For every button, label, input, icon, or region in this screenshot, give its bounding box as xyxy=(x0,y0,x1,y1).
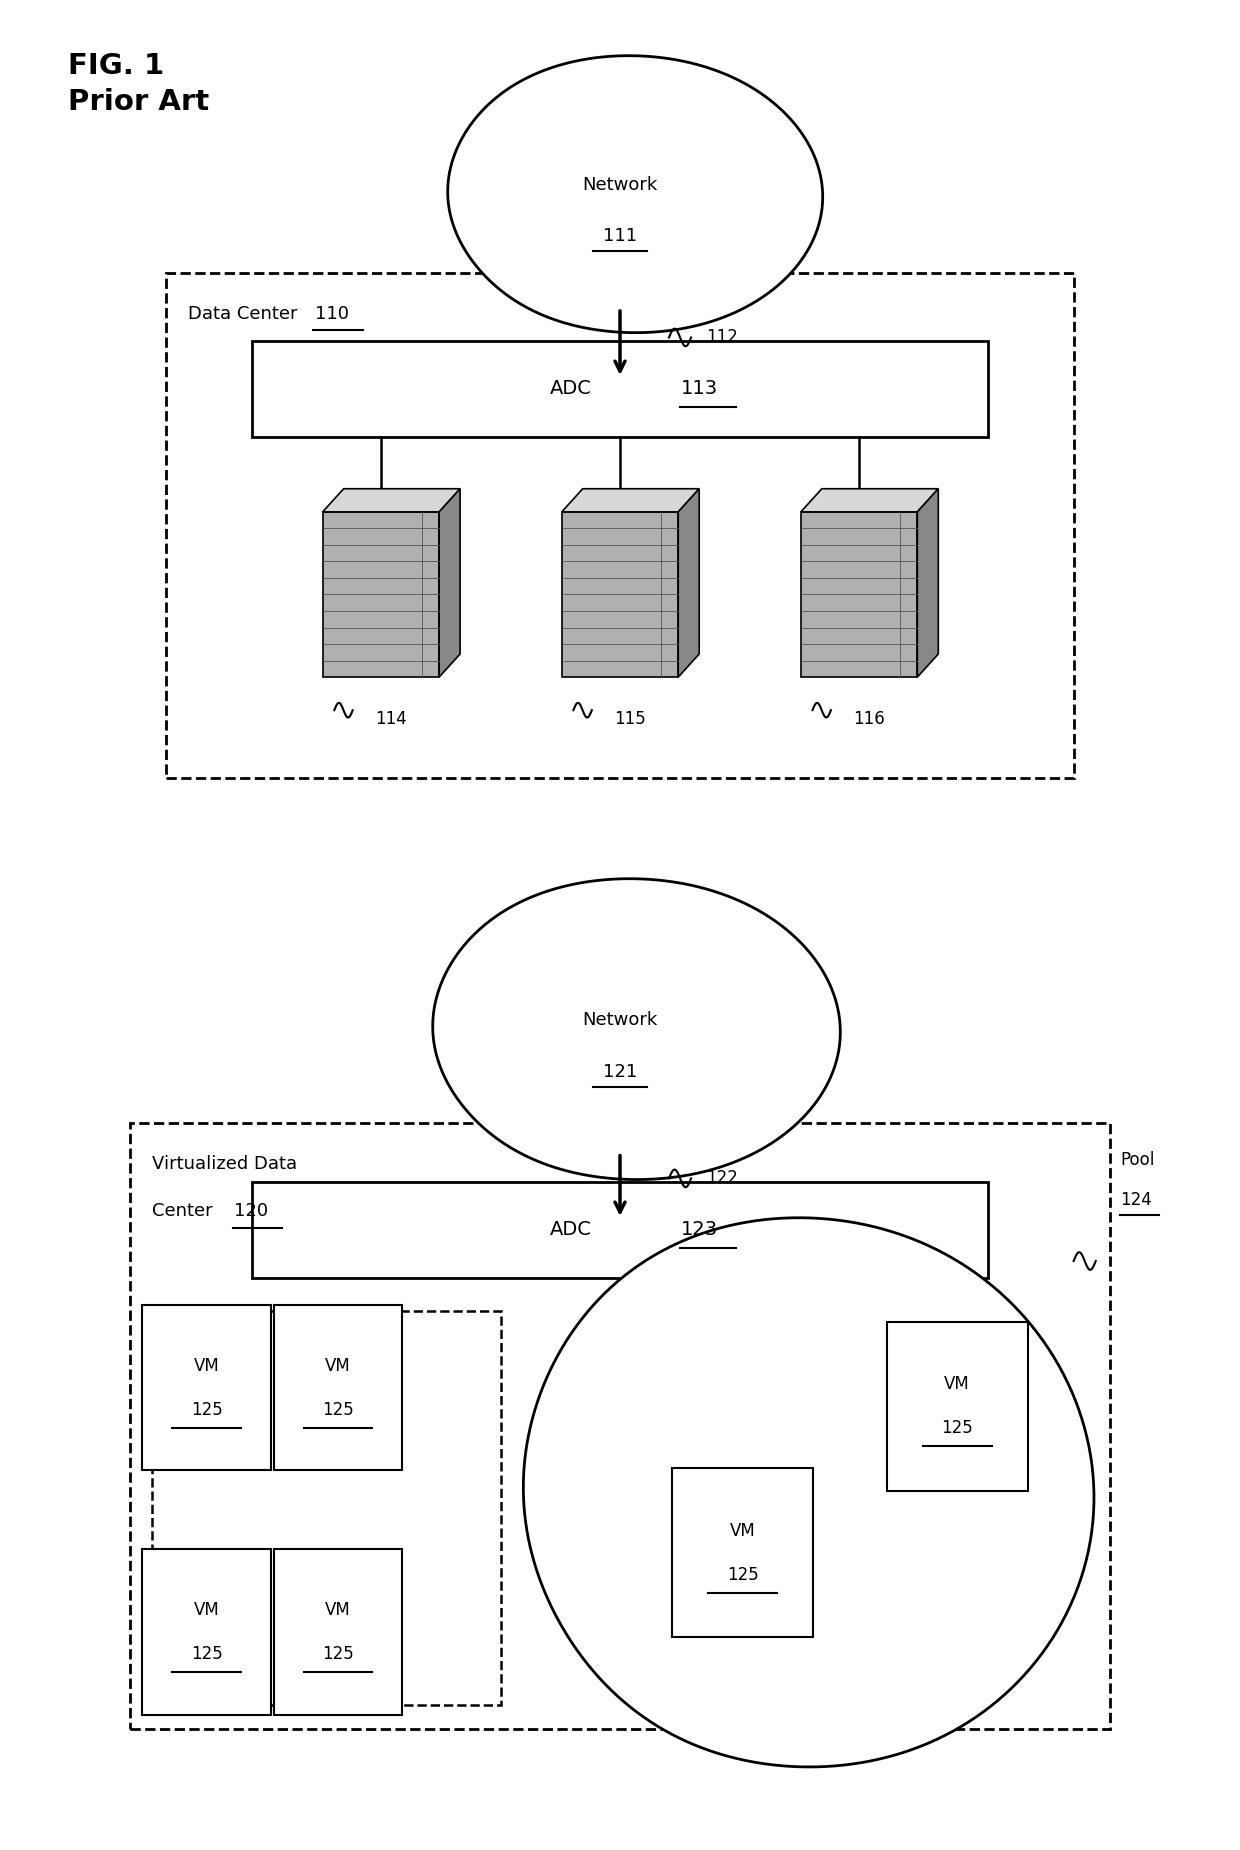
Text: Pool: Pool xyxy=(1120,1151,1154,1169)
Polygon shape xyxy=(322,512,439,677)
Text: 125: 125 xyxy=(941,1419,973,1437)
Text: VM: VM xyxy=(729,1523,755,1539)
Polygon shape xyxy=(274,1304,402,1471)
Text: 111: 111 xyxy=(603,228,637,246)
Text: 125: 125 xyxy=(727,1565,759,1584)
Text: Center: Center xyxy=(151,1202,212,1221)
Text: Network: Network xyxy=(583,176,657,194)
Polygon shape xyxy=(678,488,699,677)
Text: 120: 120 xyxy=(234,1202,268,1221)
Text: Virtualized Data: Virtualized Data xyxy=(151,1154,296,1173)
Text: FIG. 1: FIG. 1 xyxy=(68,52,165,80)
Polygon shape xyxy=(143,1304,272,1471)
Text: VM: VM xyxy=(945,1375,970,1393)
Text: ADC: ADC xyxy=(551,379,591,398)
Text: Prior Art: Prior Art xyxy=(68,89,210,117)
Text: 125: 125 xyxy=(191,1645,223,1663)
Text: 125: 125 xyxy=(191,1400,223,1419)
Polygon shape xyxy=(274,1548,402,1715)
Text: 114: 114 xyxy=(374,710,407,729)
Text: VM: VM xyxy=(325,1600,351,1619)
Polygon shape xyxy=(562,512,678,677)
Text: 115: 115 xyxy=(614,710,646,729)
Polygon shape xyxy=(143,1548,272,1715)
Text: 125: 125 xyxy=(322,1400,353,1419)
Text: 112: 112 xyxy=(706,329,738,346)
Polygon shape xyxy=(562,488,699,512)
Text: 124: 124 xyxy=(1120,1191,1152,1210)
Polygon shape xyxy=(801,488,939,512)
Text: ADC: ADC xyxy=(551,1221,591,1240)
Polygon shape xyxy=(322,488,460,512)
Text: 122: 122 xyxy=(706,1169,738,1188)
Text: 125: 125 xyxy=(322,1645,353,1663)
Polygon shape xyxy=(252,340,988,437)
Text: 116: 116 xyxy=(853,710,884,729)
Text: VM: VM xyxy=(193,1600,219,1619)
PathPatch shape xyxy=(523,1217,1094,1767)
Polygon shape xyxy=(672,1469,813,1637)
Text: 110: 110 xyxy=(315,305,348,322)
PathPatch shape xyxy=(448,56,822,333)
Text: 113: 113 xyxy=(681,379,718,398)
PathPatch shape xyxy=(433,879,841,1180)
Text: Network: Network xyxy=(583,1012,657,1029)
Polygon shape xyxy=(801,512,918,677)
Text: Data Center: Data Center xyxy=(188,305,298,322)
Text: 123: 123 xyxy=(681,1221,718,1240)
Polygon shape xyxy=(918,488,939,677)
Polygon shape xyxy=(439,488,460,677)
Text: 121: 121 xyxy=(603,1064,637,1080)
Polygon shape xyxy=(887,1321,1028,1491)
Text: VM: VM xyxy=(325,1356,351,1375)
Polygon shape xyxy=(252,1182,988,1278)
Text: VM: VM xyxy=(193,1356,219,1375)
